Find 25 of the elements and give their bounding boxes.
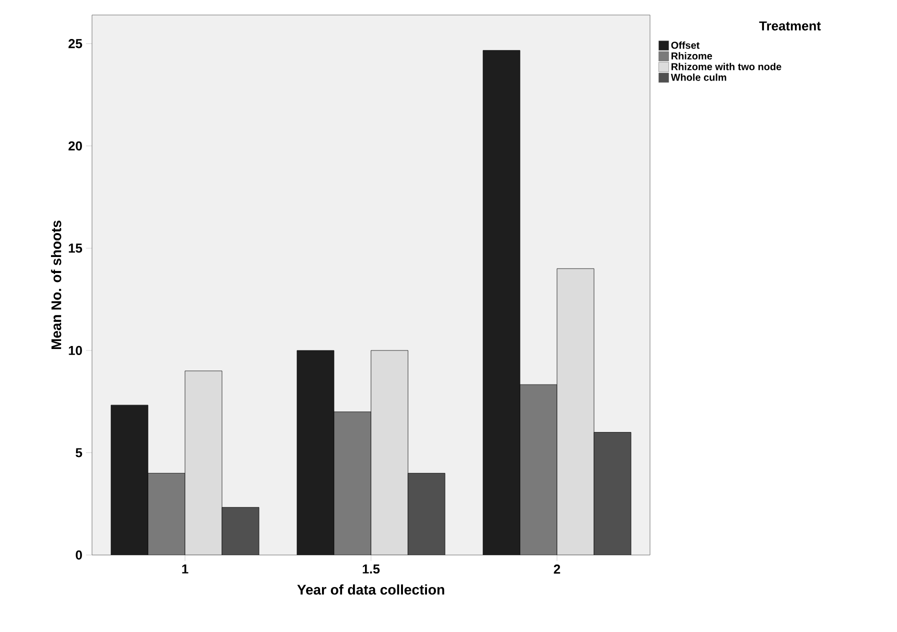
bar bbox=[556, 268, 594, 555]
bar bbox=[370, 350, 408, 555]
x-tick-label: 1 bbox=[182, 564, 188, 574]
bar bbox=[185, 370, 222, 555]
y-tick-label: 15 bbox=[68, 244, 82, 253]
legend-label: Rhizome bbox=[672, 52, 712, 60]
bar bbox=[296, 350, 334, 555]
y-tick-label: 10 bbox=[68, 346, 82, 356]
bar bbox=[482, 50, 520, 555]
x-axis-title: Year of data collection bbox=[297, 584, 444, 595]
y-tick-label: 20 bbox=[68, 141, 82, 150]
x-tick-label: 1.5 bbox=[362, 564, 380, 574]
y-axis-title: Mean No. of shoots bbox=[50, 220, 62, 350]
legend-label: Rhizome with two node bbox=[672, 62, 782, 70]
y-tick-label: 25 bbox=[68, 39, 82, 48]
bar bbox=[520, 384, 558, 555]
legend-title: Treatment bbox=[759, 21, 821, 30]
y-tick-label: 0 bbox=[76, 550, 82, 560]
bar bbox=[334, 412, 372, 555]
y-tick-label: 5 bbox=[76, 448, 82, 458]
bar bbox=[111, 405, 148, 555]
legend-label: Offset bbox=[671, 41, 700, 49]
bar bbox=[148, 473, 185, 555]
x-tick-label: 2 bbox=[554, 564, 560, 574]
legend-label: Whole culm bbox=[670, 74, 726, 81]
